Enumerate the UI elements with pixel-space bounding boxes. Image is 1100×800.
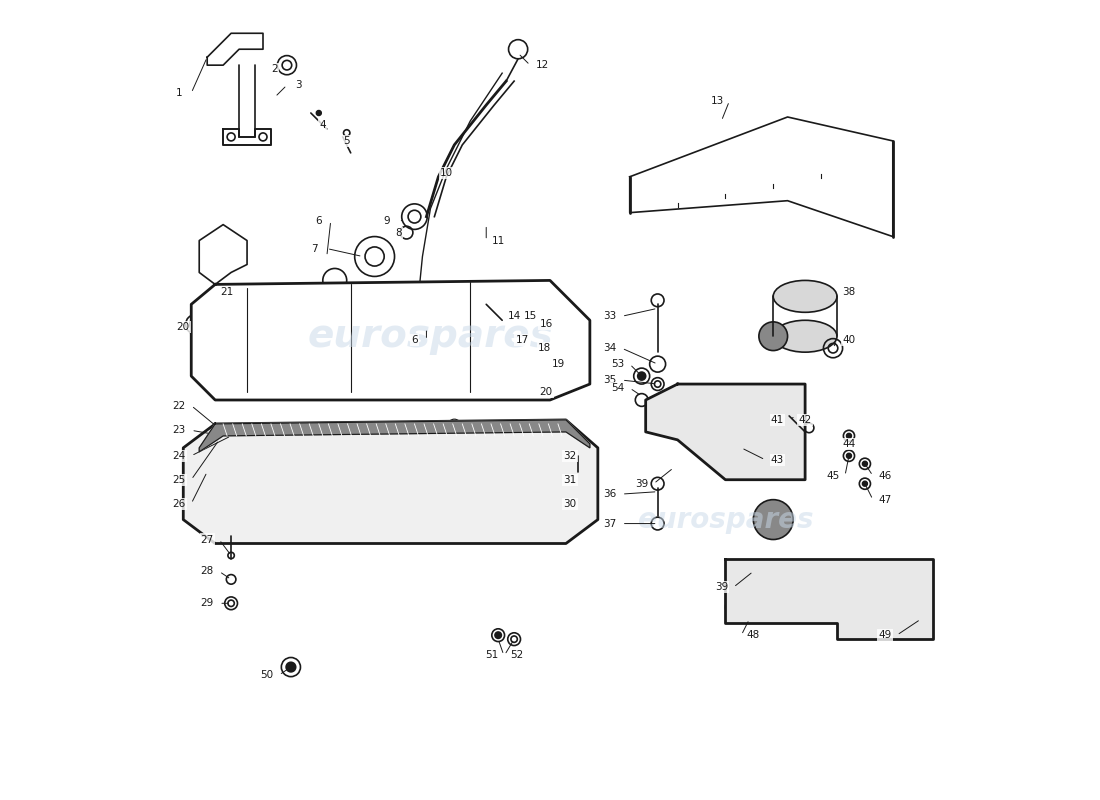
Text: 25: 25 (173, 474, 186, 485)
Text: 45: 45 (826, 470, 839, 481)
Text: 22: 22 (173, 401, 186, 410)
Text: 14: 14 (507, 311, 520, 322)
Text: 18: 18 (538, 343, 551, 353)
Text: 38: 38 (843, 287, 856, 298)
Circle shape (862, 482, 867, 486)
Polygon shape (646, 384, 805, 480)
Text: eurospares: eurospares (308, 318, 553, 355)
Text: 26: 26 (173, 498, 186, 509)
Ellipse shape (773, 281, 837, 312)
Text: 13: 13 (711, 96, 724, 106)
Circle shape (754, 500, 793, 539)
Text: 53: 53 (612, 359, 625, 369)
Text: 3: 3 (296, 80, 303, 90)
Circle shape (227, 427, 235, 437)
Text: 6: 6 (316, 216, 322, 226)
Text: 31: 31 (563, 474, 576, 485)
Text: 42: 42 (799, 415, 812, 425)
Text: 48: 48 (747, 630, 760, 640)
Circle shape (538, 350, 546, 358)
Circle shape (573, 503, 583, 513)
Text: 35: 35 (603, 375, 616, 385)
Polygon shape (199, 225, 248, 285)
Circle shape (847, 434, 851, 438)
Text: eurospares: eurospares (638, 506, 813, 534)
Text: 33: 33 (603, 311, 616, 322)
Text: 39: 39 (715, 582, 728, 592)
Text: 44: 44 (843, 439, 856, 449)
Circle shape (638, 372, 646, 380)
Text: 4: 4 (319, 120, 326, 130)
Text: 20: 20 (539, 387, 552, 397)
Text: 32: 32 (563, 451, 576, 461)
Text: 34: 34 (603, 343, 616, 353)
Text: 52: 52 (510, 650, 524, 660)
Text: 12: 12 (536, 60, 549, 70)
Polygon shape (629, 117, 893, 237)
Text: 23: 23 (173, 426, 186, 435)
Text: 30: 30 (563, 498, 576, 509)
Text: 5: 5 (343, 136, 350, 146)
Circle shape (847, 454, 851, 458)
Polygon shape (725, 559, 933, 639)
Text: 19: 19 (551, 359, 564, 369)
Text: 16: 16 (539, 319, 552, 330)
Circle shape (759, 322, 788, 350)
Text: 6: 6 (411, 335, 418, 346)
Circle shape (189, 318, 201, 330)
Text: 50: 50 (261, 670, 274, 680)
Text: 2: 2 (272, 64, 278, 74)
Polygon shape (223, 129, 271, 145)
Circle shape (862, 462, 867, 466)
Text: 7: 7 (311, 243, 318, 254)
Polygon shape (184, 420, 597, 543)
Text: 43: 43 (771, 454, 784, 465)
Text: 37: 37 (603, 518, 616, 529)
Text: 21: 21 (220, 287, 233, 298)
Text: 47: 47 (878, 494, 891, 505)
Text: 54: 54 (612, 383, 625, 393)
Text: 20: 20 (177, 322, 190, 332)
Text: 10: 10 (440, 168, 453, 178)
Text: 49: 49 (878, 630, 891, 640)
Text: 40: 40 (843, 335, 856, 346)
Ellipse shape (773, 320, 837, 352)
Text: 17: 17 (516, 335, 529, 346)
Circle shape (495, 632, 502, 638)
Text: 24: 24 (173, 451, 186, 461)
Text: 15: 15 (524, 311, 537, 322)
Circle shape (737, 595, 761, 619)
Ellipse shape (725, 591, 773, 623)
Text: 41: 41 (771, 415, 784, 425)
Text: 27: 27 (200, 534, 213, 545)
Text: 29: 29 (200, 598, 213, 608)
Polygon shape (191, 281, 590, 400)
Text: 51: 51 (485, 650, 498, 660)
Circle shape (317, 110, 321, 115)
Text: 11: 11 (492, 235, 505, 246)
Text: 9: 9 (383, 216, 389, 226)
Polygon shape (199, 420, 590, 452)
Text: 8: 8 (395, 227, 402, 238)
Text: 28: 28 (200, 566, 213, 577)
Text: 39: 39 (635, 478, 648, 489)
Text: 36: 36 (603, 489, 616, 499)
Text: 1: 1 (176, 88, 183, 98)
Circle shape (286, 662, 296, 672)
Text: 46: 46 (878, 470, 891, 481)
